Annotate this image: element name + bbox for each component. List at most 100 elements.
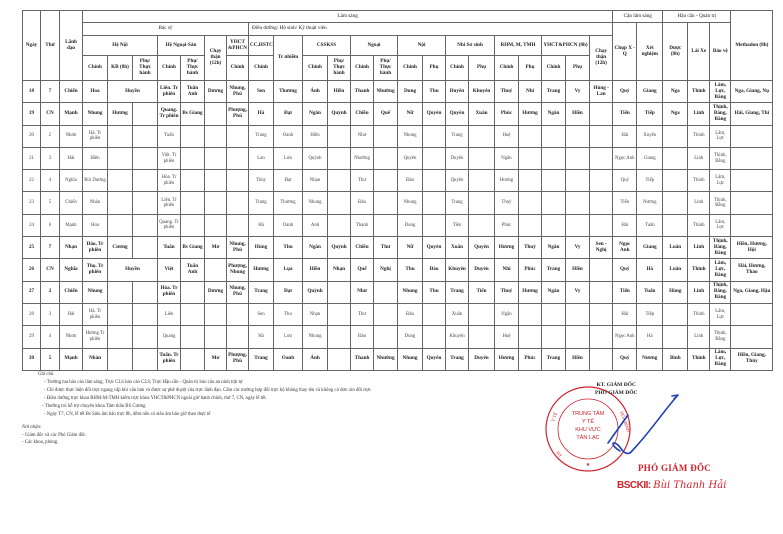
- svg-text:Y TẾ: Y TẾ: [582, 418, 594, 425]
- schedule-cell: Oanh: [273, 347, 303, 371]
- schedule-cell: Nữ: [397, 236, 423, 260]
- schedule-cell: Thu: [273, 236, 303, 260]
- schedule-cell: Huyền: [107, 79, 158, 104]
- schedule-cell: Cương: [107, 236, 133, 260]
- schedule-cell: [204, 213, 227, 238]
- schedule-cell: 25: [22, 236, 41, 260]
- schedule-cell: [518, 124, 542, 148]
- schedule-cell: Thinh: [687, 169, 711, 193]
- schedule-cell: Chiều: [350, 102, 374, 126]
- schedule-cell: [588, 102, 614, 126]
- schedule-cell: [588, 347, 614, 371]
- note-line: - Trưởng tua báo cáo lâm sàng; Trực CLS …: [44, 380, 243, 385]
- schedule-cell: 7: [40, 236, 60, 260]
- schedule-cell: Thinh: [687, 124, 711, 148]
- schedule-cell: Hùng - Lan: [588, 79, 614, 104]
- schedule-cell: Trang: [541, 79, 566, 104]
- schedule-cell: Tuấn Anh: [180, 258, 205, 282]
- schedule-cell: Lâm, Lực, Bằng: [709, 258, 732, 282]
- schedule-cell: Nhung, Phú: [226, 79, 249, 104]
- schedule-cell: Chiến: [59, 79, 83, 104]
- schedule-cell: Phúc: [494, 213, 519, 238]
- schedule-cell: Lan: [248, 146, 274, 171]
- schedule-cell: 3: [40, 302, 60, 327]
- schedule-cell: Liên: [157, 302, 181, 327]
- schedule-cell: Quyên: [422, 347, 446, 371]
- schedule-cell: Hương: [248, 258, 274, 282]
- schedule-cell: Hương: [518, 102, 542, 126]
- schedule-cell: [327, 213, 351, 238]
- schedule-cell: Lâm, Lực: [709, 124, 732, 148]
- schedule-cell: 5: [40, 191, 60, 215]
- schedule-cell: [422, 124, 446, 148]
- schedule-cell: Trang: [248, 124, 274, 148]
- schedule-cell: Thịnh, Bằng: [709, 191, 732, 215]
- schedule-cell: Mạnh: [59, 347, 83, 371]
- schedule-cell: Việt. Tr phiên: [157, 146, 181, 171]
- schedule-cell: Khuyên: [468, 79, 495, 104]
- schedule-cell: Tiếp: [636, 169, 664, 193]
- schedule-row: 26 CN Nghĩa Thọ. Tr phiên Huyền Việt Tuấn Anh P…: [22, 258, 774, 282]
- schedule-cell: Đạt: [273, 280, 303, 304]
- schedule-cell: Thịnh, Bằng: [709, 325, 732, 349]
- schedule-cell: [107, 347, 133, 371]
- svg-text:★: ★: [586, 462, 591, 468]
- schedule-cell: Nhường: [373, 347, 398, 371]
- signer-role: PHÓ GIÁM ĐỐC: [638, 463, 712, 473]
- schedule-cell: 5: [40, 347, 60, 371]
- signer-name-text: Bùi Thanh Hải: [653, 480, 727, 491]
- schedule-cell: [180, 191, 205, 215]
- schedule-cell: [468, 325, 495, 349]
- schedule-cell: Hà: [248, 325, 274, 349]
- schedule-cell: Khuyên: [445, 258, 469, 282]
- schedule-cell: Đào: [422, 258, 446, 282]
- schedule-cell: Tiến: [612, 102, 638, 126]
- schedule-cell: Quế: [350, 258, 374, 282]
- header-duoc: Dược (8h): [662, 22, 689, 81]
- signature-header: KT. GIÁM ĐỐC PHÓ GIÁM ĐỐC: [595, 381, 637, 397]
- note-line: - Ngày T7, CN, lễ tết Bs Siêu âm bảo trự…: [44, 412, 211, 417]
- schedule-cell: [132, 146, 158, 171]
- schedule-cell: Thu: [397, 258, 423, 282]
- schedule-cell: Nhàn: [82, 191, 108, 215]
- schedule-cell: Khuyên: [445, 325, 469, 349]
- schedule-cell: Tuấn. Tr phiên: [157, 347, 181, 371]
- subheader-chinh: Chính: [397, 55, 423, 81]
- schedule-cell: Hải, Hương, Thảo: [730, 258, 774, 282]
- subheader-chinh: Chính: [82, 55, 108, 81]
- schedule-cell: Hiền: [565, 347, 590, 371]
- on-behalf-label: KT. GIÁM ĐỐC: [596, 382, 636, 388]
- schedule-cell: [422, 325, 446, 349]
- schedule-cell: Thu: [422, 79, 446, 104]
- schedule-cell: Hương: [518, 280, 542, 304]
- schedule-cell: [422, 213, 446, 238]
- header-thu: Thứ: [40, 10, 60, 81]
- schedule-cell: Lưu: [273, 146, 303, 171]
- schedule-cell: 3: [40, 146, 60, 171]
- schedule-cell: Thanh: [350, 79, 374, 104]
- schedule-cell: Quý: [612, 258, 638, 282]
- header-bac-sy: Bác sỹ: [82, 22, 249, 36]
- schedule-cell: Nga: [662, 102, 689, 126]
- schedule-cell: Hòa. Tr phiên: [157, 169, 181, 193]
- schedule-cell: Thư: [350, 302, 374, 327]
- subheader-chinh: Chính: [226, 55, 249, 81]
- schedule-cell: 30: [22, 347, 41, 371]
- schedule-cell: [180, 124, 205, 148]
- schedule-cell: [662, 169, 689, 193]
- schedule-cell: 26: [22, 258, 41, 282]
- schedule-cell: Thinh: [687, 258, 711, 282]
- schedule-cell: Nhạn: [302, 302, 328, 327]
- schedule-cell: Hà. Tr phiên: [82, 302, 108, 327]
- schedule-cell: Đào: [350, 191, 374, 215]
- schedule-cell: Huệ: [494, 124, 519, 148]
- schedule-cell: Sen - Nghị: [588, 236, 614, 260]
- schedule-cell: [180, 169, 205, 193]
- header-he-noi: Hệ Nội: [82, 35, 158, 56]
- schedule-cell: Hà. Tr phiên: [82, 124, 108, 148]
- schedule-cell: [226, 169, 249, 193]
- svg-text:TRUNG TÂM: TRUNG TÂM: [572, 410, 605, 417]
- schedule-cell: [518, 191, 542, 215]
- schedule-cell: [204, 191, 227, 215]
- schedule-cell: Quang: [157, 325, 181, 349]
